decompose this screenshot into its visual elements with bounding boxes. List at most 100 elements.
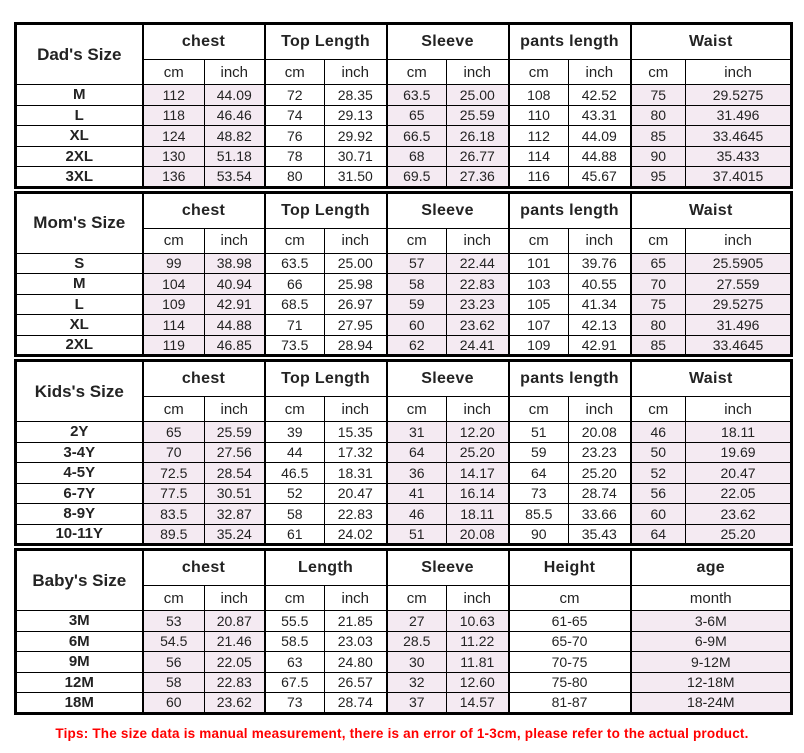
value-cell: 73	[507, 482, 570, 504]
value-cell: 107	[507, 314, 570, 336]
value-cell: 23.62	[203, 692, 266, 714]
size-row-label: 4-5Y	[15, 462, 144, 484]
size-row: 2Y 65 25.59 39 15.35 31 12.20 51 20.08 46 18.11	[15, 421, 793, 443]
value-cell: 23.62	[685, 503, 793, 525]
header-row: Dad's Size chest Top Length Sleeve pants len…	[15, 23, 793, 85]
unit-header: inch	[446, 59, 510, 85]
section-title: Mom's Size	[15, 191, 144, 254]
value-cell: 25.20	[685, 523, 793, 545]
value-cell: 70	[629, 273, 687, 295]
value-cell: 85	[629, 334, 687, 356]
size-row-label: 3XL	[15, 166, 144, 188]
size-row: 6-7Y 77.5 30.51 52 20.47 41 16.14 73 28.74 56 22.0…	[15, 482, 793, 504]
value-cell: 42.91	[203, 293, 266, 315]
value-cell: 59	[507, 441, 570, 463]
value-cell: 39	[263, 421, 326, 443]
size-row: M 112 44.09 72 28.35 63.5 25.00 108 42.52 75 29.52…	[15, 84, 793, 106]
unit-header: cm	[507, 227, 570, 254]
value-cell: 24.80	[324, 651, 388, 673]
unit-header: cm	[385, 59, 448, 85]
value-cell: 28.94	[324, 334, 388, 356]
value-cell: 63.5	[385, 84, 448, 106]
value-cell: 68.5	[263, 293, 326, 315]
value-cell: 73.5	[263, 334, 326, 356]
size-row-label: 6-7Y	[15, 482, 144, 504]
size-row-label: 8-9Y	[15, 503, 144, 525]
value-cell: 46.85	[203, 334, 266, 356]
value-cell: 22.83	[203, 671, 266, 693]
column-group-header: Sleeve	[385, 360, 510, 397]
value-cell: 24.41	[446, 334, 510, 356]
value-cell: 51.18	[203, 145, 266, 167]
value-cell: 44	[263, 441, 326, 463]
value-cell: 28.54	[203, 462, 266, 484]
unit-header: inch	[324, 396, 388, 422]
section-title: Kids's Size	[15, 360, 144, 422]
size-row: 9M 56 22.05 63 24.80 30 11.81 70-75 9-12M	[15, 651, 793, 673]
value-cell: 85.5	[507, 503, 570, 525]
size-row-label: 3M	[15, 610, 144, 632]
value-cell: 22.05	[203, 651, 266, 673]
value-cell: 21.46	[203, 630, 266, 652]
column-group-header: Length	[263, 549, 388, 586]
value-cell: 32	[385, 671, 448, 693]
value-cell: 18.11	[685, 421, 793, 443]
unit-header-row: cm inch cm inch cm inch cm inch cm inch	[16, 396, 793, 422]
value-cell: 3-6M	[629, 610, 793, 632]
unit-header: inch	[446, 585, 510, 611]
value-cell: 12.60	[446, 671, 510, 693]
value-cell: 46.5	[263, 462, 326, 484]
value-cell: 74	[263, 104, 326, 126]
value-cell: 46	[629, 421, 687, 443]
unit-header: cm	[629, 227, 687, 254]
value-cell: 32.87	[203, 503, 266, 525]
value-cell: 37.4015	[685, 166, 793, 188]
value-cell: 85	[629, 125, 687, 147]
value-cell: 33.4645	[685, 334, 793, 356]
value-cell: 41	[385, 482, 448, 504]
size-row: 4-5Y 72.5 28.54 46.5 18.31 36 14.17 64 25.20 52 20…	[15, 462, 793, 484]
value-cell: 18.11	[446, 503, 510, 525]
value-cell: 22.83	[324, 503, 388, 525]
value-cell: 31.496	[685, 104, 793, 126]
column-group-header: Waist	[629, 23, 793, 60]
column-group-header: Top Length	[263, 360, 388, 397]
column-group-header: chest	[141, 23, 266, 60]
unit-header: cm	[141, 227, 205, 254]
value-cell: 25.20	[568, 462, 632, 484]
size-row-label: S	[15, 252, 144, 274]
size-row-label: 6M	[15, 630, 144, 652]
size-row-label: M	[15, 84, 144, 106]
size-row-label: XL	[15, 314, 144, 336]
value-cell: 99	[141, 252, 205, 274]
value-cell: 25.5905	[685, 252, 793, 274]
column-group-header: Sleeve	[385, 191, 510, 229]
size-row-label: XL	[15, 125, 144, 147]
value-cell: 75-80	[507, 671, 632, 693]
value-cell: 76	[263, 125, 326, 147]
value-cell: 20.08	[568, 421, 632, 443]
value-cell: 56	[629, 482, 687, 504]
value-cell: 64	[629, 523, 687, 545]
value-cell: 90	[507, 523, 570, 545]
size-row: 12M 58 22.83 67.5 26.57 32 12.60 75-80 12-18M	[15, 671, 793, 693]
column-group-header: age	[629, 549, 793, 586]
value-cell: 26.97	[324, 293, 388, 315]
value-cell: 6-9M	[629, 630, 793, 652]
value-cell: 81-87	[507, 692, 632, 714]
value-cell: 124	[141, 125, 205, 147]
value-cell: 25.59	[203, 421, 266, 443]
value-cell: 41.34	[568, 293, 632, 315]
value-cell: 65	[385, 104, 448, 126]
value-cell: 63.5	[263, 252, 326, 274]
size-row: 6M 54.5 21.46 58.5 23.03 28.5 11.22 65-70 6-9M	[15, 630, 793, 652]
tips-note: Tips: The size data is manual measuremen…	[55, 725, 749, 741]
size-row: 2XL 119 46.85 73.5 28.94 62 24.41 109 42.91 85 33.…	[15, 334, 793, 356]
value-cell: 22.44	[446, 252, 510, 274]
value-cell: 136	[141, 166, 205, 188]
value-cell: 29.92	[324, 125, 388, 147]
size-row: 3M 53 20.87 55.5 21.85 27 10.63 61-65 3-6M	[15, 610, 793, 632]
unit-header: inch	[203, 585, 266, 611]
value-cell: 60	[385, 314, 448, 336]
size-row-label: 2Y	[15, 421, 144, 443]
